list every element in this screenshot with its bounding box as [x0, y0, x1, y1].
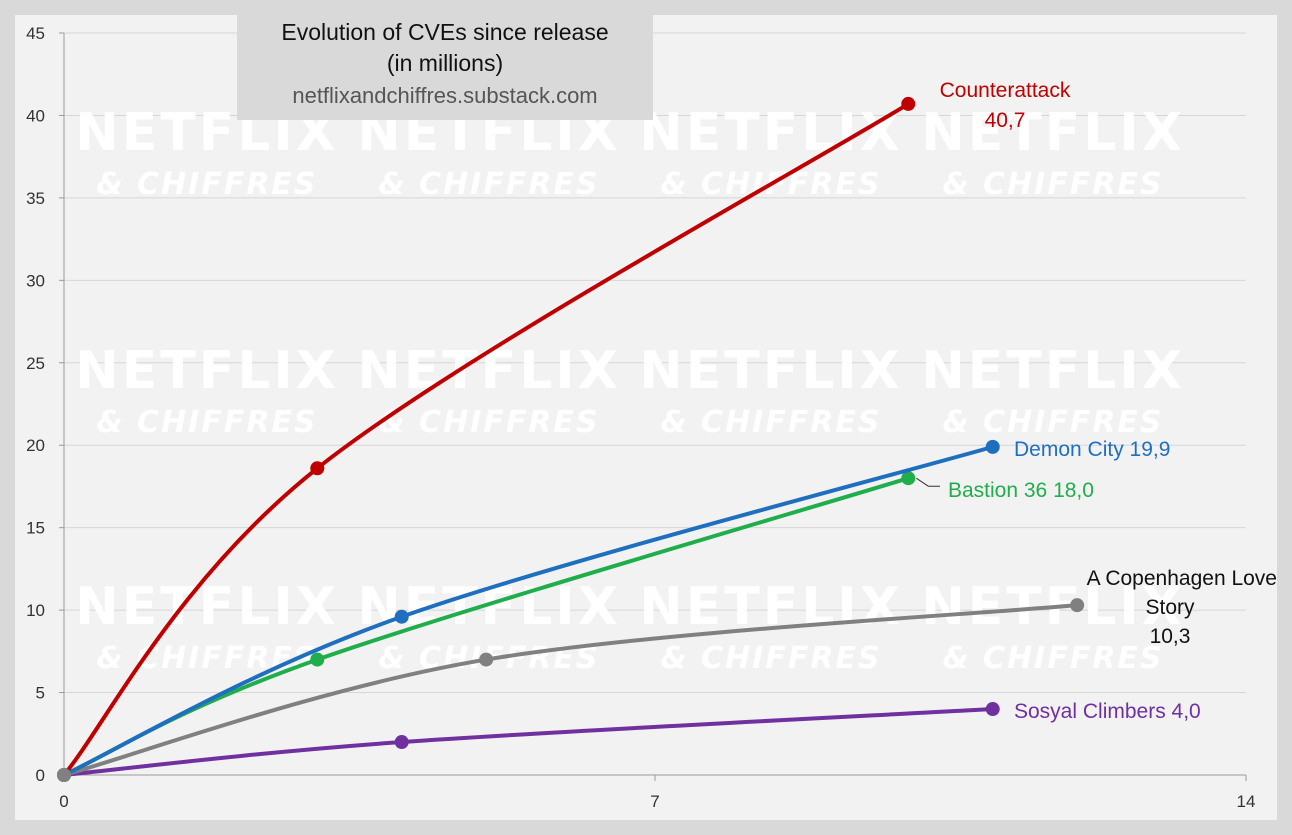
series-end-label: 10,3: [1150, 625, 1191, 648]
chart-subtitle: (in millions): [387, 50, 503, 76]
data-point: [901, 96, 916, 111]
watermark-line1: NETFLIX: [357, 577, 621, 637]
watermark-line2: & CHIFFRES: [942, 405, 1163, 440]
label-counterattack: Counterattack 40,7: [940, 79, 1071, 132]
watermark-line1: NETFLIX: [921, 103, 1185, 163]
y-tick-label: 40: [26, 106, 45, 125]
watermark-line2: & CHIFFRES: [942, 641, 1163, 676]
title-box-background: [237, 15, 653, 120]
data-point: [394, 735, 409, 750]
y-tick-label: 45: [26, 24, 45, 43]
series-end-label: Counterattack: [940, 79, 1071, 102]
watermark-line2: & CHIFFRES: [660, 641, 881, 676]
y-tick-label: 10: [26, 601, 45, 620]
chart-title: Evolution of CVEs since release: [281, 19, 608, 45]
axes: 0 5 10 15 20 25 30 35 40 45 0 7 14: [26, 24, 1255, 811]
series-end-label: 40,7: [985, 109, 1026, 132]
series-line: [62, 603, 1080, 777]
watermark-line2: & CHIFFRES: [378, 167, 599, 202]
chart-source: netflixandchiffres.substack.com: [292, 83, 597, 108]
series-end-label: Sosyal Climbers 4,0: [1014, 700, 1201, 723]
x-tick-label: 7: [650, 792, 659, 811]
y-tick-label: 0: [36, 766, 45, 785]
data-point: [394, 609, 409, 624]
data-point: [310, 461, 325, 476]
watermark-line2: & CHIFFRES: [660, 405, 881, 440]
series-line: [62, 101, 911, 777]
series-labels: Counterattack 40,7 Demon City 19,9 Bastion …: [916, 79, 1277, 723]
x-tick-label: 0: [59, 792, 68, 811]
label-sosyal-climbers: Sosyal Climbers 4,0: [1014, 700, 1201, 723]
data-point: [57, 768, 71, 782]
series-end-label: Bastion 36 18,0: [948, 479, 1094, 502]
watermark-line1: NETFLIX: [639, 103, 903, 163]
y-tick-label: 35: [26, 189, 45, 208]
x-tick-label: 14: [1237, 792, 1256, 811]
watermark-line2: & CHIFFRES: [378, 405, 599, 440]
watermark-line2: & CHIFFRES: [96, 641, 317, 676]
data-point: [985, 702, 1000, 717]
watermark-line2: & CHIFFRES: [96, 167, 317, 202]
series-end-label: Demon City 19,9: [1014, 438, 1170, 461]
series-counterattack: [57, 96, 916, 782]
series-end-label: Story: [1145, 596, 1195, 619]
watermark-line2: & CHIFFRES: [942, 167, 1163, 202]
data-point: [985, 439, 1000, 454]
series-lines: [57, 96, 1085, 782]
data-point: [901, 471, 916, 486]
y-tick-label: 30: [26, 271, 45, 290]
series-end-label: A Copenhagen Love: [1087, 567, 1277, 590]
chart-background: [15, 15, 1277, 820]
data-point: [310, 652, 325, 667]
y-tick-label: 15: [26, 519, 45, 538]
watermark-line1: NETFLIX: [75, 341, 339, 401]
data-point: [1070, 598, 1085, 613]
data-point: [479, 652, 494, 667]
label-bastion-36: Bastion 36 18,0: [948, 479, 1094, 502]
y-tick-label: 25: [26, 354, 45, 373]
series-line: [62, 707, 995, 777]
watermark-line1: NETFLIX: [639, 341, 903, 401]
y-tick-label: 20: [26, 436, 45, 455]
label-demon-city: Demon City 19,9: [1014, 438, 1170, 461]
watermark-line1: NETFLIX: [75, 577, 339, 637]
watermark-line1: NETFLIX: [921, 341, 1185, 401]
title-box: Evolution of CVEs since release (in mill…: [237, 15, 653, 120]
watermark-line2: & CHIFFRES: [96, 405, 317, 440]
y-tick-label: 5: [36, 684, 45, 703]
watermark: NETFLIX & CHIFFRES NETFLIX & CHIFFRES NETFLI…: [75, 103, 1185, 676]
bastion-leader-line: [916, 477, 940, 487]
label-a-copenhagen-love-story: A Copenhagen Love Story 10,3: [1087, 567, 1277, 648]
series-line: [62, 444, 995, 777]
